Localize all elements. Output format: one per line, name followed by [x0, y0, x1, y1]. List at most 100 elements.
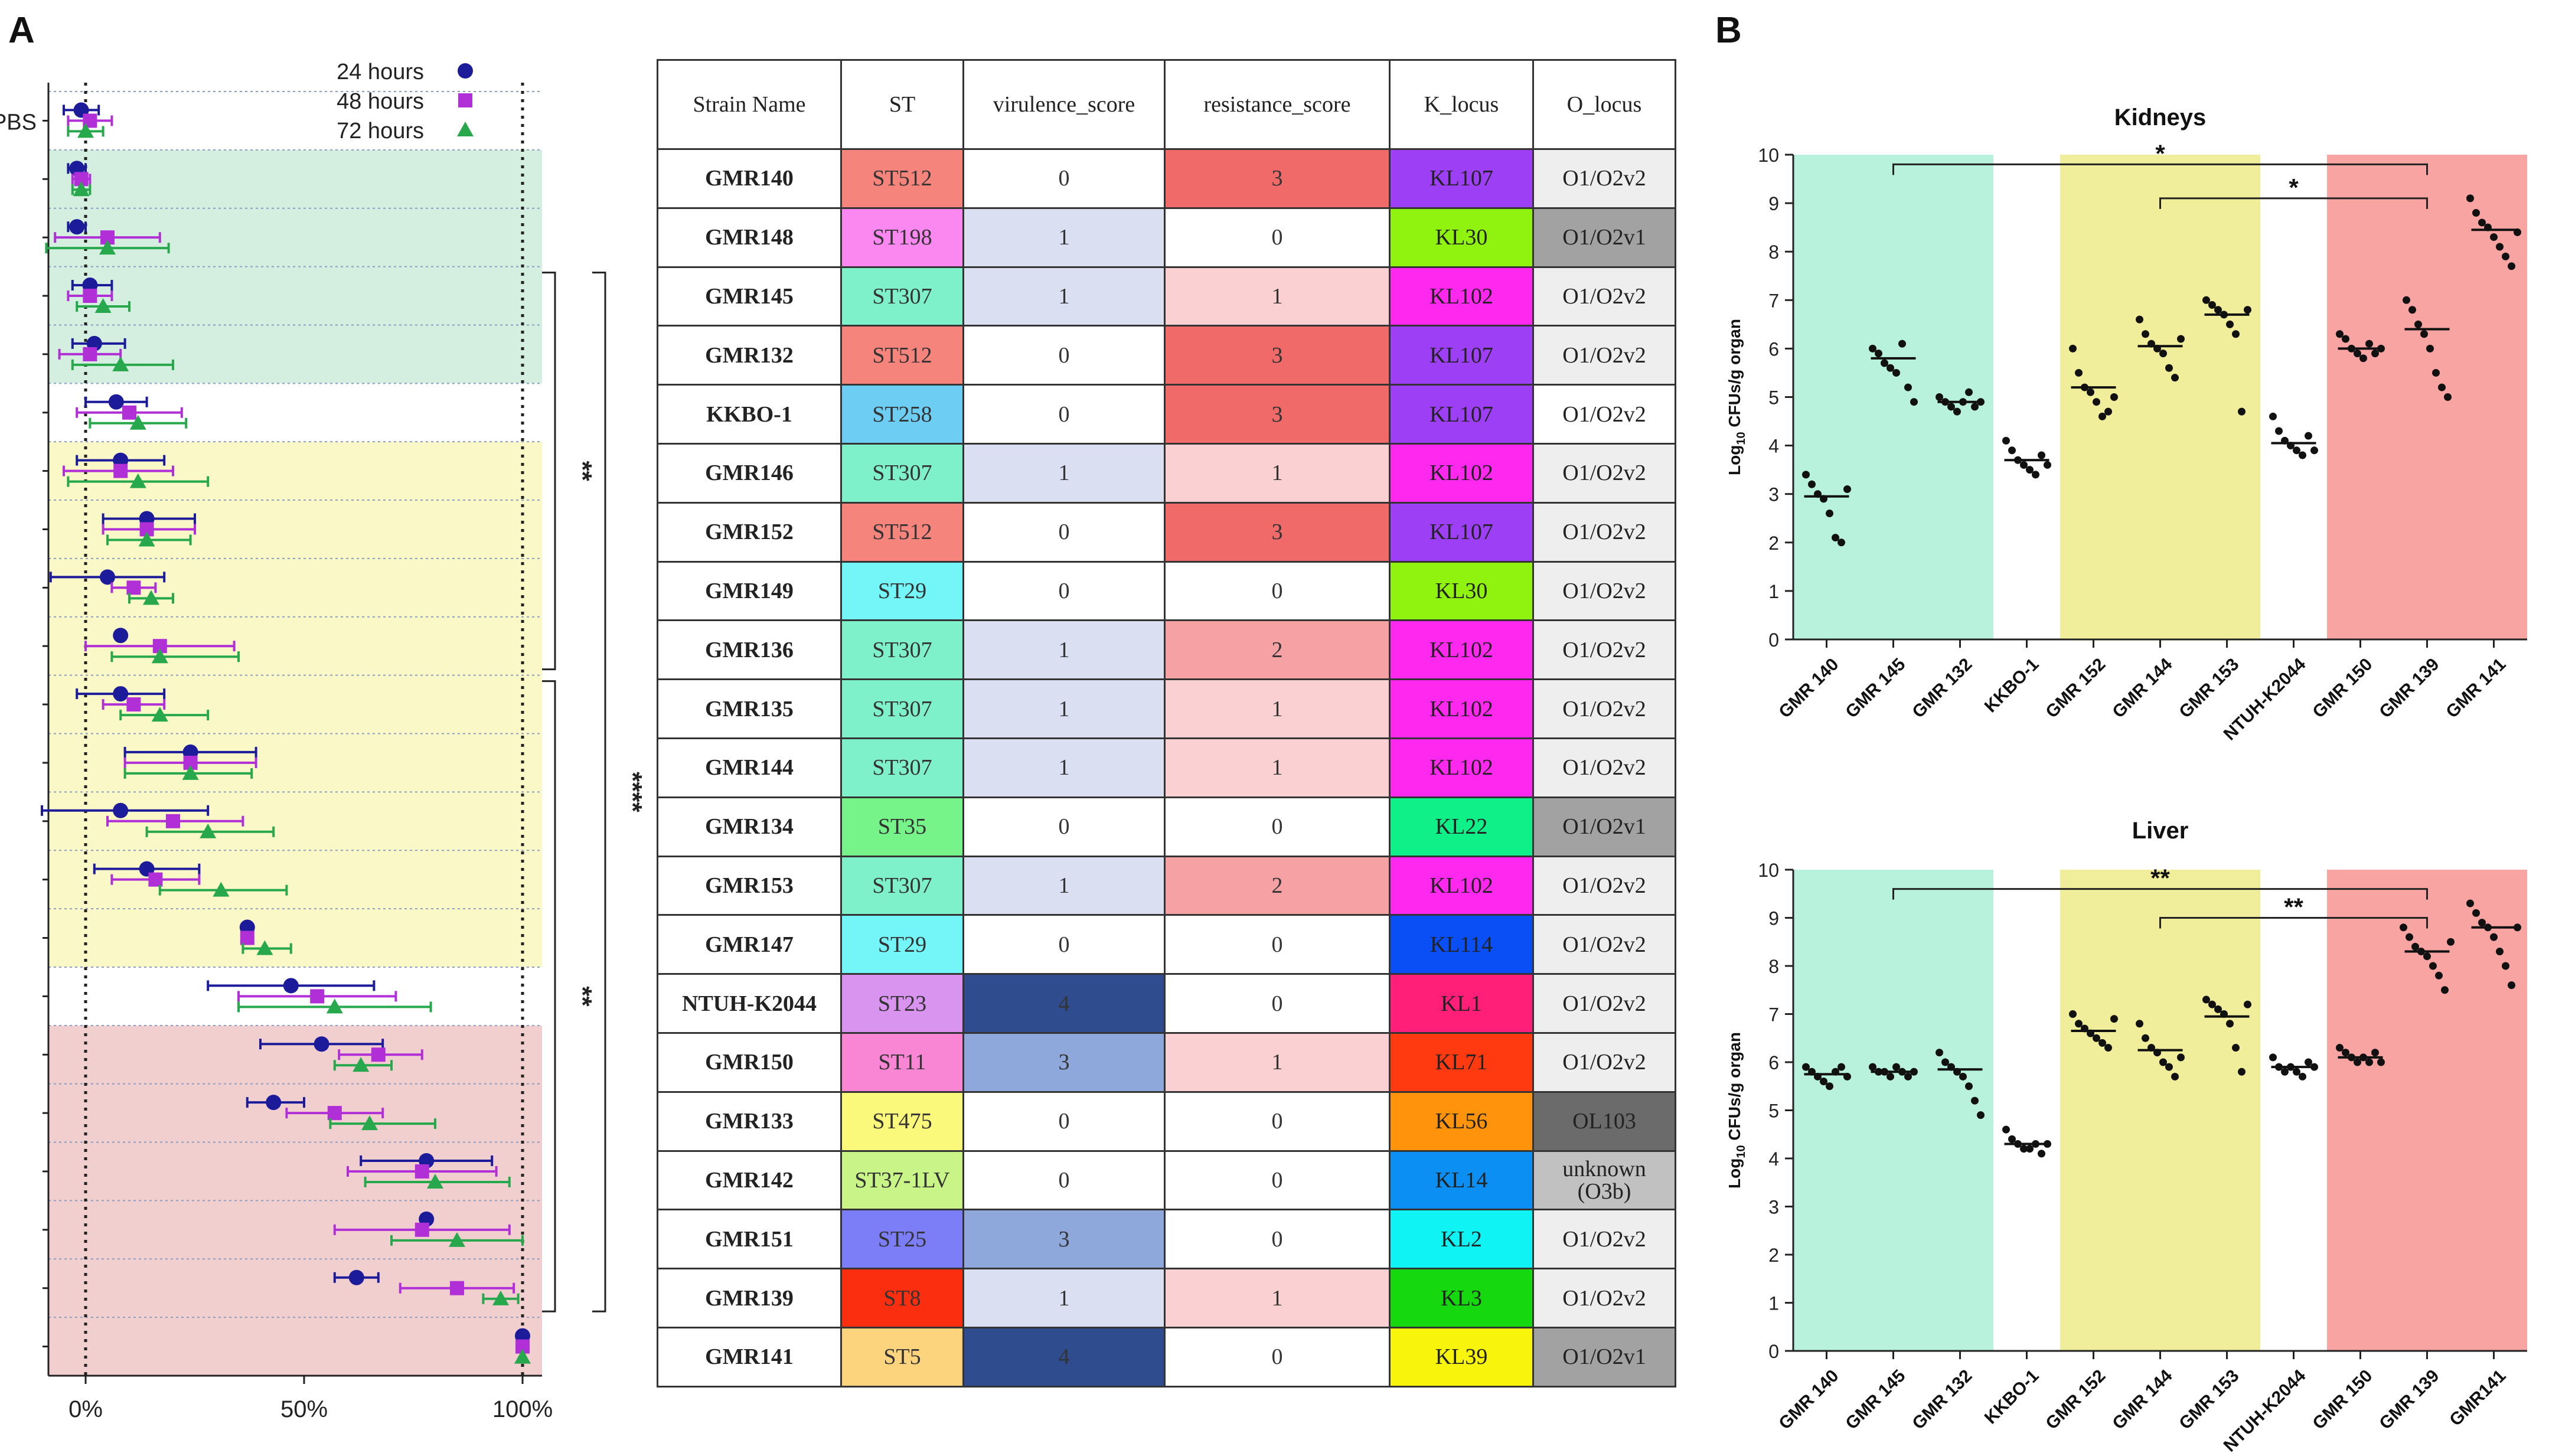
liver-data-point [1953, 1067, 1961, 1076]
panel-label-b: B [1715, 10, 1742, 51]
kidneys-data-point [2371, 350, 2379, 358]
liver-data-point [2208, 1000, 2216, 1008]
cell-resistance-score: 1 [1164, 678, 1391, 739]
kidneys-data-point [2026, 466, 2034, 474]
liver-data-point [1843, 1072, 1851, 1080]
cell-o-locus: O1/O2v2 [1532, 914, 1676, 975]
point-24h [283, 978, 299, 994]
kidneys-chart-title: Kidneys [2114, 105, 2207, 130]
kidneys-data-point [2232, 330, 2240, 338]
liver-data-point [2136, 1020, 2143, 1028]
kidneys-data-point [2008, 446, 2016, 455]
cell-k-locus: KL30 [1389, 207, 1534, 268]
significance-label: ** [568, 986, 597, 1007]
liver-band-teal [1793, 870, 1993, 1351]
cell-k-locus: KL107 [1389, 148, 1534, 209]
kidneys-y-tick-label: 8 [1768, 241, 1779, 263]
cell-k-locus: KL30 [1389, 560, 1534, 622]
kidneys-data-point [2208, 301, 2216, 309]
point-48h [126, 580, 141, 595]
liver-data-point [2287, 1063, 2295, 1071]
kidneys-data-point [1875, 350, 1882, 358]
column-header-o-locus: O_locus [1532, 59, 1676, 150]
point-72h [182, 765, 199, 780]
liver-data-point [2514, 923, 2521, 932]
column-header-resistance-score: resistance_score [1164, 59, 1391, 150]
kidneys-data-point [2408, 306, 2416, 314]
table-row: GMR149 ST29 0 0 KL30 O1/O2v2 [657, 560, 1676, 622]
column-header-virulence-score: virulence_score [962, 59, 1166, 150]
cell-resistance-score: 0 [1164, 1326, 1391, 1388]
kidneys-significance-label: * [2289, 174, 2299, 201]
liver-data-point [2093, 1034, 2100, 1042]
cell-strain-name: NTUH-K2044 [657, 973, 842, 1034]
cell-o-locus: unknown (O3b) [1532, 1150, 1676, 1211]
kidneys-category-label: GMR 139 [2375, 655, 2443, 722]
cell-o-locus: O1/O2v2 [1532, 619, 1676, 681]
significance-bracket [592, 272, 606, 1313]
kidneys-category-label: GMR 153 [2175, 655, 2243, 722]
kidneys-data-point [1904, 383, 1912, 391]
cell-strain-name: GMR147 [657, 914, 842, 975]
kidneys-data-point [2414, 320, 2422, 328]
kidneys-data-point [2069, 344, 2077, 352]
liver-y-tick-label: 3 [1768, 1197, 1779, 1218]
table-row: GMR152 ST512 0 3 KL107 O1/O2v2 [657, 501, 1676, 563]
cell-k-locus: KL22 [1389, 796, 1534, 857]
cell-strain-name: GMR140 [657, 148, 842, 209]
liver-data-point [1887, 1072, 1894, 1080]
cell-st: ST25 [840, 1209, 964, 1270]
liver-y-tick-label: 4 [1768, 1148, 1779, 1170]
cell-st: ST23 [840, 973, 964, 1034]
kidneys-data-point [2142, 330, 2149, 338]
kidneys-data-point [1814, 490, 1822, 498]
cell-resistance-score: 0 [1164, 1091, 1391, 1152]
cell-st: ST307 [840, 442, 964, 504]
kidneys-data-point [2153, 344, 2161, 352]
table-row: GMR144 ST307 1 1 KL102 O1/O2v2 [657, 737, 1676, 798]
point-48h [415, 1164, 429, 1178]
kidneys-category-label: GMR 140 [1775, 655, 1842, 722]
kidneys-y-tick-label: 3 [1768, 484, 1779, 505]
liver-data-point [1910, 1067, 1918, 1076]
kidneys-data-point [1941, 398, 1949, 406]
cell-st: ST512 [840, 501, 964, 563]
table-row: GMR145 ST307 1 1 KL102 O1/O2v2 [657, 266, 1676, 327]
kidneys-data-point [1953, 407, 1961, 416]
cell-o-locus: O1/O2v2 [1532, 1031, 1676, 1093]
liver-data-point [2502, 962, 2509, 970]
liver-category-label: GMR 145 [1842, 1366, 1909, 1434]
kidneys-data-point [1971, 403, 1979, 411]
kidneys-y-tick-label: 0 [1768, 629, 1779, 651]
kidneys-data-point [2020, 461, 2028, 469]
y-label-part: CFUs/g organ [1725, 1032, 1744, 1145]
liver-data-point [2002, 1125, 2010, 1134]
point-72h [361, 1115, 378, 1131]
kidneys-data-point [2484, 223, 2492, 231]
liver-data-point [2226, 1020, 2234, 1028]
cell-st: ST29 [840, 560, 964, 622]
column-header-k-locus: K_locus [1389, 59, 1534, 150]
cell-k-locus: KL39 [1389, 1326, 1534, 1388]
liver-data-point [2008, 1135, 2016, 1143]
legend-label: 72 hours [337, 119, 424, 143]
table-row: GMR153 ST307 1 2 KL102 O1/O2v2 [657, 855, 1676, 916]
kidneys-data-point [2202, 296, 2210, 304]
cell-strain-name: KKBO-1 [657, 384, 842, 445]
legend-marker-triangle [457, 122, 474, 136]
liver-y-tick-label: 8 [1768, 956, 1779, 977]
table-row: GMR136 ST307 1 2 KL102 O1/O2v2 [657, 619, 1676, 681]
strain-table: Strain Name ST virulence_score resistanc… [657, 59, 1676, 1388]
liver-y-tick-label: 2 [1768, 1245, 1779, 1266]
kidneys-data-point [2287, 442, 2295, 450]
legend-label: 48 hours [337, 89, 424, 114]
cell-resistance-score: 2 [1164, 855, 1391, 916]
cell-o-locus: O1/O2v2 [1532, 737, 1676, 798]
cell-resistance-score: 3 [1164, 384, 1391, 445]
cell-o-locus: O1/O2v2 [1532, 855, 1676, 916]
liver-data-point [1875, 1067, 1882, 1076]
liver-data-point [1808, 1067, 1816, 1076]
table-row: GMR132 ST512 0 3 KL107 O1/O2v2 [657, 325, 1676, 386]
kidneys-data-point [2299, 451, 2306, 459]
kidneys-data-point [1881, 359, 1888, 367]
